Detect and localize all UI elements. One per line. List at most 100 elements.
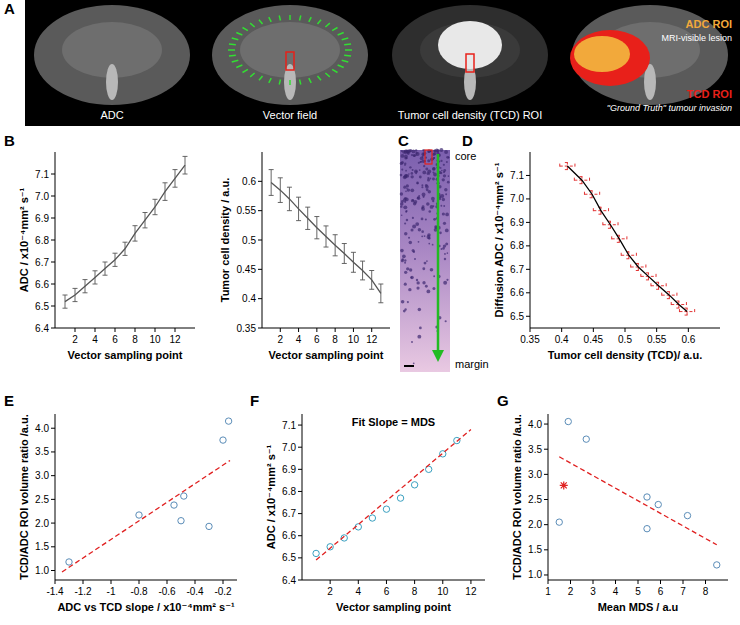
y-tick <box>298 580 302 581</box>
y-tick-label: 6.5 <box>35 301 49 312</box>
histology-nucleus <box>410 228 413 231</box>
vector-arrow <box>279 16 280 21</box>
histology-nucleus <box>426 290 430 294</box>
histology-nucleus <box>412 225 416 229</box>
histology-nucleus <box>401 214 403 216</box>
vector-arrow <box>236 33 242 36</box>
histology-nucleus <box>401 150 403 152</box>
sampling-roi <box>466 54 474 72</box>
data-point <box>66 559 72 565</box>
histology-nucleus <box>433 173 437 177</box>
x-tick-label: 8 <box>703 586 709 597</box>
histology-nucleus <box>404 174 408 178</box>
x-tick-label: 0.45 <box>584 334 604 345</box>
y-tick <box>298 425 302 426</box>
x-tick <box>470 580 471 584</box>
y-tick <box>258 269 262 270</box>
panel-letter: E <box>4 392 14 409</box>
x-tick <box>625 328 626 332</box>
y-tick <box>544 524 548 525</box>
histology-nucleus <box>446 161 448 163</box>
y-tick-label: 6.7 <box>35 257 49 268</box>
x-tick-label: 10 <box>437 586 449 597</box>
histology-nucleus <box>400 202 403 205</box>
vector-arrow <box>250 23 254 27</box>
histology-nucleus <box>441 248 443 250</box>
arrow-label: margin <box>455 358 489 370</box>
histology-nucleus <box>430 205 434 209</box>
vector-arrow <box>259 76 263 80</box>
histology-nucleus <box>402 254 406 258</box>
histology-nucleus <box>410 276 414 280</box>
x-tick-label: 6 <box>384 586 390 597</box>
histology-nucleus <box>443 174 446 177</box>
histology-nucleus <box>445 193 447 195</box>
x-tick <box>139 580 140 584</box>
vector-arrow <box>289 15 291 20</box>
x-tick-label: 12 <box>366 334 378 345</box>
vector-arrow <box>325 73 329 77</box>
y-tick-label: 6.8 <box>510 240 524 251</box>
histology-nucleus <box>407 149 411 153</box>
x-tick-label: -1.4 <box>46 586 64 597</box>
vector-arrow <box>243 28 248 31</box>
x-tick-label: 4 <box>356 586 362 597</box>
y-tick-label: 0.5 <box>242 235 256 246</box>
x-tick <box>548 580 549 584</box>
y-tick <box>544 449 548 450</box>
histology-nucleus <box>425 185 429 189</box>
x-tick <box>688 328 689 332</box>
x-tick <box>561 328 562 332</box>
histology-nucleus <box>417 335 421 339</box>
x-axis-line <box>55 328 195 329</box>
x-tick-label: 4 <box>296 334 302 345</box>
histology-nucleus <box>403 186 406 189</box>
histology-nucleus <box>400 249 404 253</box>
vector-arrow <box>338 65 344 68</box>
y-axis-line <box>302 414 303 580</box>
y-tick <box>526 222 530 223</box>
vector-arrow <box>232 38 239 40</box>
x-tick-label: -0.4 <box>186 586 204 597</box>
y-tick <box>51 475 55 476</box>
histology-nucleus <box>418 241 420 243</box>
data-point <box>220 437 226 443</box>
histology-nucleus <box>422 267 425 270</box>
histology-nucleus <box>444 253 446 255</box>
histology-nucleus <box>436 149 439 152</box>
panel-letter: A <box>4 0 15 17</box>
data-point <box>655 501 661 507</box>
histology-nucleus <box>424 262 427 265</box>
x-tick-label: -0.8 <box>130 586 148 597</box>
x-tick-label: 5 <box>635 586 641 597</box>
y-axis-title: Diffusion ADC / x10⁻⁴mm² s⁻¹ <box>493 162 505 317</box>
data-line <box>65 165 185 301</box>
histology-nucleus <box>401 154 405 158</box>
y-tick-label: 6.5 <box>282 552 296 563</box>
histology-nucleus <box>428 210 431 213</box>
histology-nucleus <box>415 149 417 151</box>
roi-note: "Ground Truth" tumour invasion <box>607 103 732 113</box>
brain-slice <box>212 5 368 105</box>
plot-area <box>313 429 471 560</box>
vector-arrow <box>309 17 311 22</box>
x-tick <box>83 580 84 584</box>
histology-nucleus <box>412 150 416 154</box>
y-tick <box>51 306 55 307</box>
image-label: ADC <box>100 109 123 121</box>
vector-arrow <box>332 69 337 72</box>
chart: G123456781.01.52.02.53.03.54.0Mean MDS /… <box>497 392 728 613</box>
vector-arrow <box>243 69 248 72</box>
x-axis-line <box>55 580 237 581</box>
histology-nucleus <box>418 308 421 311</box>
histology-nucleus <box>408 237 410 239</box>
histology-nucleus <box>425 184 428 187</box>
y-tick-label: 3.5 <box>528 444 542 455</box>
histology-nucleus <box>440 160 442 162</box>
y-tick <box>298 491 302 492</box>
data-point <box>181 493 187 499</box>
y-tick-label: 3.0 <box>528 469 542 480</box>
histology-nucleus <box>422 171 426 175</box>
y-tick <box>526 175 530 176</box>
histology-nucleus <box>446 156 449 159</box>
